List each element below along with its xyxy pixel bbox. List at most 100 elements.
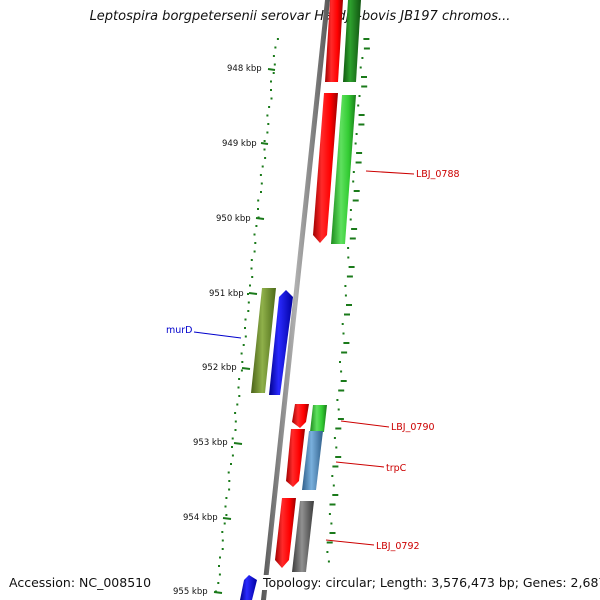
gc-skew-dot	[353, 190, 360, 192]
gc-skew-dot	[331, 475, 334, 477]
gc-skew-dot	[351, 228, 358, 230]
gc-dot	[221, 539, 224, 542]
gc-dot	[217, 582, 220, 584]
gc-skew-dot	[349, 218, 352, 221]
gc-dot	[257, 199, 260, 202]
gc-skew-dot	[352, 199, 359, 202]
tick-label: 949 kbp	[222, 139, 257, 149]
gene-LBJ-0792-gray[interactable]	[292, 501, 314, 572]
gc-skew-dot	[359, 66, 362, 69]
gc-skew-dot	[344, 313, 350, 316]
gc-dot	[253, 233, 256, 236]
gc-dot	[254, 242, 257, 244]
gc-dot	[241, 361, 244, 363]
gc-skew-dot	[363, 47, 370, 50]
gc-dot	[272, 55, 275, 57]
gc-skew-dot	[332, 484, 335, 487]
gc-dot	[238, 378, 241, 380]
gc-skew-dot	[347, 247, 350, 249]
gc-dot	[247, 293, 249, 295]
gc-dot	[231, 446, 233, 448]
gene-murD-blue[interactable]	[269, 290, 293, 395]
gc-dot	[244, 327, 246, 329]
gc-dot	[273, 63, 276, 66]
gc-dot	[257, 208, 259, 210]
gene-LBJ-0788-green[interactable]	[331, 95, 356, 244]
gc-skew-dot	[329, 503, 336, 506]
gc-dot	[228, 480, 231, 482]
gene-LBJ-0790-green[interactable]	[310, 405, 327, 432]
gc-dot	[274, 46, 277, 49]
gene-LBJ-0788-red[interactable]	[313, 93, 338, 243]
chromosome-backbone	[261, 0, 330, 600]
gene-LBJ-0790-red[interactable]	[292, 404, 309, 428]
ruler-tick-953: 953 kbp	[193, 438, 243, 448]
gc-dot	[247, 310, 250, 312]
gc-skew-dot	[326, 551, 329, 553]
gc-dot	[219, 556, 221, 559]
gc-dot	[224, 505, 227, 508]
gc-dot	[218, 573, 221, 576]
gene-label-LBJ-0792[interactable]: LBJ_0792	[376, 541, 420, 552]
gene-label-LBJ-0788[interactable]: LBJ_0788	[416, 169, 460, 180]
gc-dot	[230, 463, 232, 465]
gc-skew-dot	[352, 180, 355, 183]
gc-skew-dot	[340, 370, 343, 373]
gc-dot	[276, 38, 279, 40]
gc-skew-dot	[352, 171, 355, 173]
tick-label: 952 kbp	[202, 363, 237, 373]
gc-dot	[231, 437, 234, 440]
gc-skew-dot	[337, 418, 344, 420]
gc-dot	[259, 174, 262, 176]
gene-trpC-red[interactable]	[286, 429, 305, 487]
gene-forward-top[interactable]	[325, 0, 343, 82]
gene-trpC-steelblue[interactable]	[302, 431, 323, 490]
gc-skew-dot	[327, 560, 330, 563]
gc-skew-dot	[333, 437, 336, 439]
gene-label-trpC[interactable]: trpC	[386, 463, 407, 474]
gc-dot	[247, 301, 250, 304]
gc-dot	[263, 140, 266, 142]
tick-label: 955 kbp	[173, 587, 208, 597]
ruler-tick-951: 951 kbp	[209, 289, 258, 299]
gene-reverse-bottom[interactable]	[240, 575, 257, 600]
leader-line-trpC	[335, 461, 385, 468]
gene-green-top[interactable]	[343, 0, 361, 82]
gc-dot	[225, 514, 228, 516]
gc-dot	[221, 531, 224, 533]
gc-dot	[260, 182, 263, 185]
gc-dot	[261, 165, 264, 168]
gc-skew-dot	[344, 294, 347, 297]
ruler-tick-948: 948 kbp	[227, 64, 276, 74]
gc-dot	[231, 454, 234, 457]
gene-murD-olive[interactable]	[251, 288, 276, 393]
gc-dot	[253, 250, 256, 253]
gene-label-murD[interactable]: murD	[166, 325, 193, 336]
tick-label: 953 kbp	[193, 438, 228, 448]
ruler-tick-952: 952 kbp	[202, 363, 251, 373]
gc-dot	[242, 344, 245, 346]
ruler-tick-949: 949 kbp	[222, 139, 269, 149]
gene-label-LBJ-0790[interactable]: LBJ_0790	[391, 422, 435, 433]
gc-skew-dot	[361, 76, 367, 78]
ruler-tick-954: 954 kbp	[183, 513, 232, 523]
gc-dot	[238, 395, 241, 397]
gc-skew-dot	[348, 266, 355, 268]
gc-skew-dot	[326, 541, 333, 544]
tick-label: 951 kbp	[209, 289, 244, 299]
gc-dot	[260, 191, 262, 193]
gc-skew-dot	[341, 351, 348, 354]
gc-skew-dot	[357, 104, 360, 107]
gene-LBJ-0792-red[interactable]	[275, 498, 296, 568]
gc-skew-dot	[338, 389, 345, 392]
gc-skew-dot	[335, 427, 342, 430]
gc-skew-dot	[339, 361, 341, 363]
gc-skew-dot	[335, 456, 342, 458]
gc-content-track	[214, 38, 279, 593]
gc-skew-dot	[358, 95, 361, 97]
topology-text: Topology: circular; Length: 3,576,473 bp…	[262, 575, 600, 590]
leader-line-LBJ-0792	[325, 539, 375, 546]
gc-skew-dot	[356, 152, 363, 154]
gc-skew-dot	[340, 380, 347, 382]
gc-skew-dot	[355, 133, 358, 135]
